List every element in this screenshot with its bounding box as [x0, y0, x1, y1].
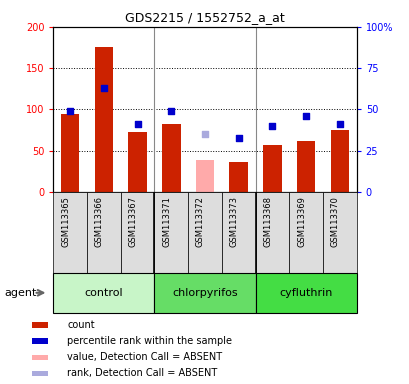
- Text: rank, Detection Call = ABSENT: rank, Detection Call = ABSENT: [67, 368, 217, 379]
- Bar: [229, 162, 247, 192]
- Point: [302, 113, 309, 119]
- Text: GSM113367: GSM113367: [128, 196, 137, 247]
- Bar: [289, 192, 322, 273]
- Point: [100, 85, 107, 91]
- Text: percentile rank within the sample: percentile rank within the sample: [67, 336, 231, 346]
- Point: [268, 123, 275, 129]
- Bar: [255, 273, 356, 313]
- Point: [235, 134, 241, 141]
- Text: GSM113365: GSM113365: [61, 196, 70, 247]
- Text: cyfluthrin: cyfluthrin: [279, 288, 332, 298]
- Bar: [32, 355, 48, 360]
- Text: GSM113366: GSM113366: [94, 196, 103, 247]
- Bar: [120, 192, 154, 273]
- Bar: [154, 192, 188, 273]
- Bar: [188, 192, 221, 273]
- Bar: [221, 192, 255, 273]
- Bar: [154, 273, 255, 313]
- Text: GSM113373: GSM113373: [229, 196, 238, 247]
- Text: value, Detection Call = ABSENT: value, Detection Call = ABSENT: [67, 352, 222, 362]
- Bar: [32, 339, 48, 344]
- Bar: [53, 273, 154, 313]
- Bar: [87, 192, 120, 273]
- Text: chlorpyrifos: chlorpyrifos: [172, 288, 237, 298]
- Bar: [322, 192, 356, 273]
- Point: [67, 108, 73, 114]
- Text: GSM113371: GSM113371: [162, 196, 171, 247]
- Text: agent: agent: [4, 288, 36, 298]
- Bar: [296, 141, 315, 192]
- Title: GDS2215 / 1552752_a_at: GDS2215 / 1552752_a_at: [125, 11, 284, 24]
- Bar: [53, 192, 87, 273]
- Text: GSM113369: GSM113369: [297, 196, 306, 247]
- Bar: [330, 130, 348, 192]
- Bar: [94, 47, 113, 192]
- Text: GSM113372: GSM113372: [196, 196, 204, 247]
- Text: GSM113368: GSM113368: [263, 196, 272, 247]
- Bar: [32, 371, 48, 376]
- Bar: [32, 323, 48, 328]
- Text: count: count: [67, 320, 94, 330]
- Bar: [195, 160, 214, 192]
- Bar: [255, 192, 289, 273]
- Bar: [61, 114, 79, 192]
- Text: control: control: [84, 288, 123, 298]
- Point: [201, 131, 208, 137]
- Bar: [128, 132, 146, 192]
- Bar: [162, 124, 180, 192]
- Point: [134, 121, 141, 127]
- Text: GSM113370: GSM113370: [330, 196, 339, 247]
- Point: [168, 108, 174, 114]
- Point: [336, 121, 342, 127]
- Bar: [263, 145, 281, 192]
